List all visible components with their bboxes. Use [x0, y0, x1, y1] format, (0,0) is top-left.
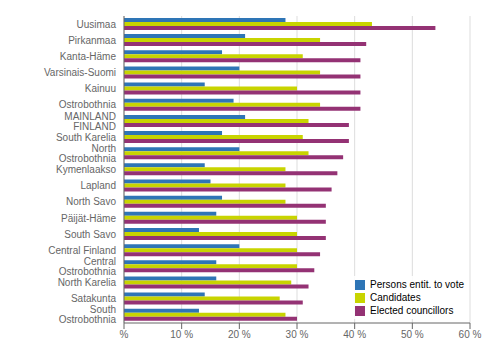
html-text:Persons entit. to vote: Persons entit. to vote [370, 279, 464, 290]
svg-text:CentralOstrobothnia: CentralOstrobothnia [59, 256, 117, 277]
svg-text:South Savo: South Savo [64, 229, 116, 240]
svg-text:Satakunta: Satakunta [71, 293, 116, 304]
svg-text:Kainuu: Kainuu [85, 83, 116, 94]
svg-text:South Karelia: South Karelia [56, 132, 116, 143]
svg-text:Ostrobothnia: Ostrobothnia [59, 99, 117, 110]
svg-text:Lapland: Lapland [80, 180, 116, 191]
svg-text:30 %: 30 % [286, 329, 309, 340]
svg-text:NorthOstrobothnia: NorthOstrobothnia [59, 143, 117, 164]
svg-text:20 %: 20 % [228, 329, 251, 340]
svg-text:Päijät-Häme: Päijät-Häme [61, 213, 116, 224]
svg-text:Central Finland: Central Finland [48, 245, 116, 256]
svg-text:MAINLANDFINLAND: MAINLANDFINLAND [64, 111, 116, 132]
html-text:Elected councillors: Elected councillors [370, 305, 454, 316]
svg-text:North Savo: North Savo [66, 196, 116, 207]
svg-text:North Karelia: North Karelia [58, 277, 117, 288]
svg-text:Kanta-Häme: Kanta-Häme [60, 51, 117, 62]
svg-text:SouthOstrobothnia: SouthOstrobothnia [59, 304, 117, 325]
svg-text:Uusimaa: Uusimaa [77, 19, 117, 30]
svg-text:Kymenlaakso: Kymenlaakso [56, 164, 116, 175]
svg-text:Pirkanmaa: Pirkanmaa [68, 35, 116, 46]
html-text:Candidates: Candidates [370, 292, 421, 303]
svg-text:60 %: 60 % [459, 329, 482, 340]
svg-text:40 %: 40 % [343, 329, 366, 340]
svg-text:50 %: 50 % [401, 329, 424, 340]
svg-text:10 %: 10 % [170, 329, 193, 340]
svg-text:Varsinais-Suomi: Varsinais-Suomi [44, 67, 116, 78]
svg-text:%: % [120, 329, 129, 340]
